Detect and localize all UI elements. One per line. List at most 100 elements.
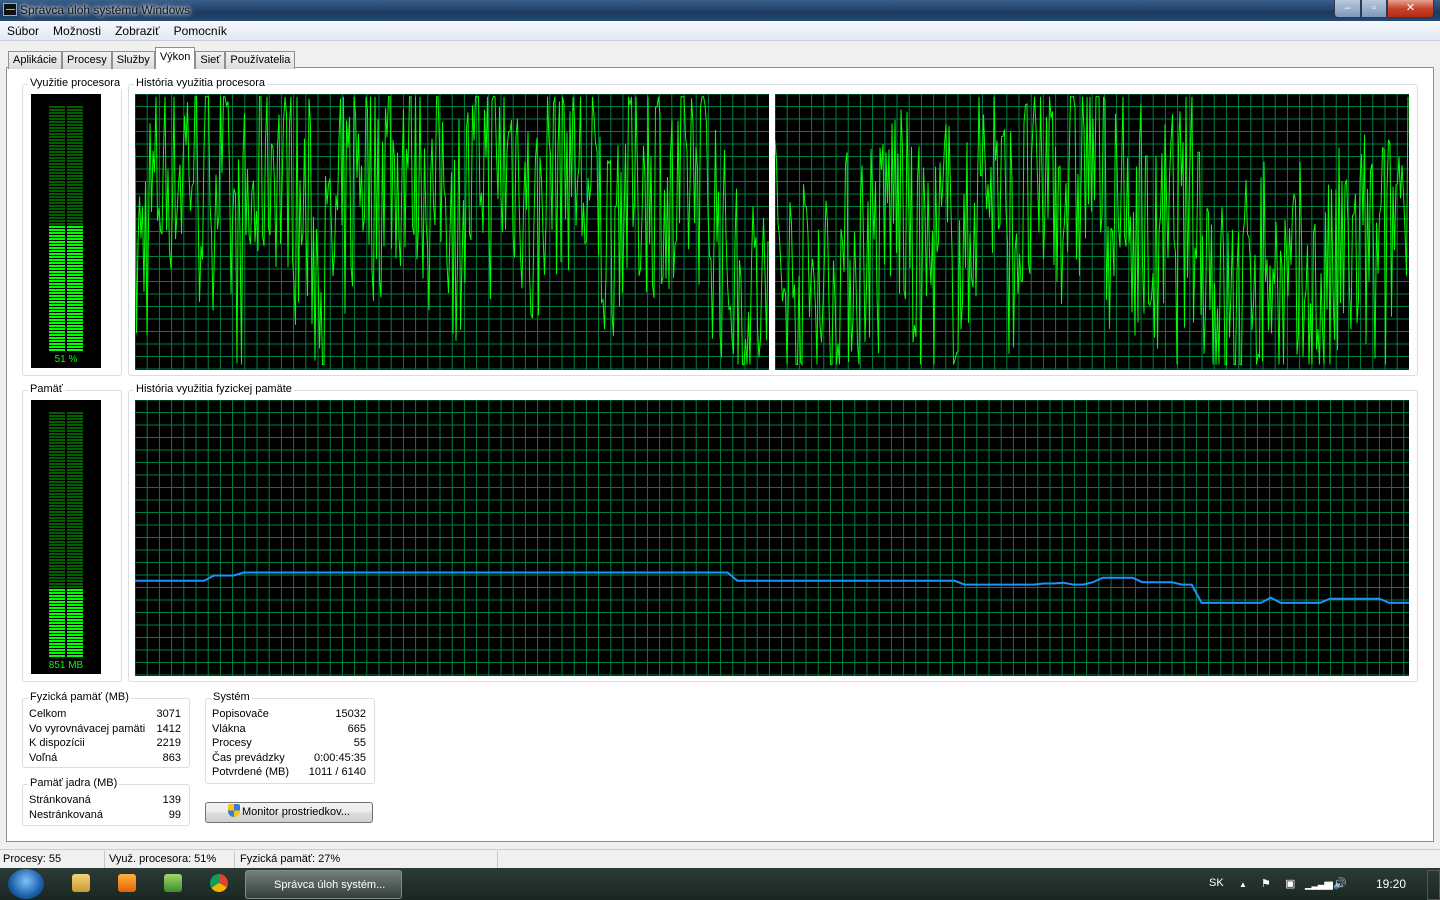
system-title: Systém — [211, 691, 252, 703]
maximize-button[interactable]: ▫ — [1361, 0, 1387, 18]
show-desktop-button[interactable] — [1427, 870, 1440, 900]
kernel-memory-group: Pamäť jadra (MB) Stránkovaná 139 Nestránko… — [22, 777, 190, 826]
menu-help[interactable]: Pomocník — [173, 24, 227, 38]
meter-bar — [49, 472, 65, 474]
meter-bar — [67, 484, 83, 486]
meter-bar — [49, 466, 65, 468]
show-hidden-icons-icon[interactable]: ▲ — [1239, 880, 1247, 889]
meter-bar — [49, 127, 65, 129]
meter-bar — [49, 445, 65, 447]
tab-applications[interactable]: Aplikácie — [8, 51, 63, 69]
media-player-icon[interactable] — [118, 874, 136, 892]
meter-bar — [49, 331, 65, 333]
meter-bar — [49, 463, 65, 465]
meter-bar — [49, 193, 65, 195]
meter-bar — [67, 334, 83, 336]
meter-bar — [67, 196, 83, 198]
meter-bar — [67, 640, 83, 642]
meter-bar — [67, 598, 83, 600]
meter-bar — [67, 163, 83, 165]
shield-icon — [227, 804, 240, 817]
start-button[interactable] — [8, 869, 44, 899]
meter-bar — [49, 577, 65, 579]
meter-bar — [67, 229, 83, 231]
meter-bar — [49, 442, 65, 444]
meter-bar — [49, 244, 65, 246]
meter-bar — [49, 520, 65, 522]
meter-bar — [67, 589, 83, 591]
meter-bar — [67, 304, 83, 306]
stat-value: 863 — [162, 751, 181, 764]
meter-bar — [49, 556, 65, 558]
meter-bar — [49, 145, 65, 147]
memory-meter: 851 MB — [31, 400, 101, 674]
meter-bar — [67, 574, 83, 576]
volume-icon[interactable]: 🔊 — [1333, 878, 1347, 890]
meter-bar — [67, 316, 83, 318]
network-signal-icon[interactable]: ▁▂▃▅ — [1305, 878, 1333, 890]
menu-view[interactable]: Zobraziť — [115, 24, 160, 38]
meter-bar — [49, 526, 65, 528]
meter-bar — [67, 619, 83, 621]
meter-bar — [67, 535, 83, 537]
meter-bar — [49, 646, 65, 648]
task-manager-taskbar-button[interactable]: Správca úloh systém... — [245, 870, 402, 899]
meter-bar — [67, 601, 83, 603]
task-button-label: Správca úloh systém... — [274, 879, 386, 891]
minimize-button[interactable]: – — [1334, 0, 1361, 18]
cpu-history-line — [135, 96, 769, 365]
meter-bar — [49, 298, 65, 300]
action-center-flag-icon[interactable]: ⚑ — [1261, 878, 1271, 890]
meter-bar — [49, 583, 65, 585]
stat-label: Procesy — [212, 737, 252, 750]
chrome-icon[interactable] — [210, 874, 228, 892]
tab-processes[interactable]: Procesy — [62, 51, 112, 69]
menu-file[interactable]: Súbor — [7, 24, 40, 38]
clock[interactable]: 19:20 — [1376, 877, 1407, 891]
tab-performance[interactable]: Výkon — [154, 47, 196, 69]
meter-bar — [67, 565, 83, 567]
explorer-icon[interactable] — [72, 874, 90, 892]
meter-bar — [67, 289, 83, 291]
meter-bar — [67, 277, 83, 279]
meter-bar — [67, 502, 83, 504]
language-indicator[interactable]: SK — [1209, 877, 1224, 889]
meter-bar — [49, 502, 65, 504]
meter-bar — [49, 643, 65, 645]
meter-bar — [49, 196, 65, 198]
stat-row: Nestránkovaná 99 — [29, 808, 181, 823]
meter-bar — [67, 526, 83, 528]
meter-bar — [49, 538, 65, 540]
meter-bar — [67, 595, 83, 597]
tab-network[interactable]: Sieť — [195, 51, 226, 69]
meter-bar — [49, 640, 65, 642]
menu-options[interactable]: Možnosti — [53, 24, 102, 38]
meter-bar — [49, 637, 65, 639]
power-icon[interactable]: ▣ — [1285, 878, 1296, 890]
stat-row: Vlákna 665 — [212, 722, 366, 737]
meter-bar — [49, 580, 65, 582]
status-memory: Fyzická pamäť: 27% — [240, 853, 341, 865]
tab-services[interactable]: Služby — [111, 51, 155, 69]
resource-monitor-button[interactable]: Monitor prostriedkov... — [205, 802, 373, 823]
stat-label: Čas prevádzky — [212, 751, 285, 764]
meter-bar — [49, 475, 65, 477]
meter-bar — [67, 637, 83, 639]
meter-bar — [67, 628, 83, 630]
meter-bar — [67, 142, 83, 144]
meter-bar — [49, 247, 65, 249]
stat-value: 0:00:45:35 — [314, 751, 366, 764]
meter-bar — [67, 592, 83, 594]
meter-bar — [49, 532, 65, 534]
meter-bar — [67, 652, 83, 654]
meter-bar — [67, 634, 83, 636]
stat-label: K dispozícii — [29, 737, 85, 750]
close-button[interactable]: ✕ — [1387, 0, 1434, 18]
tab-users[interactable]: Používatelia — [225, 51, 296, 69]
cpu-usage-meter: 51 % — [31, 94, 101, 368]
file-manager-icon[interactable] — [164, 874, 182, 892]
meter-bar — [67, 472, 83, 474]
meter-bar — [49, 652, 65, 654]
meter-bar — [67, 166, 83, 168]
meter-bar — [49, 274, 65, 276]
